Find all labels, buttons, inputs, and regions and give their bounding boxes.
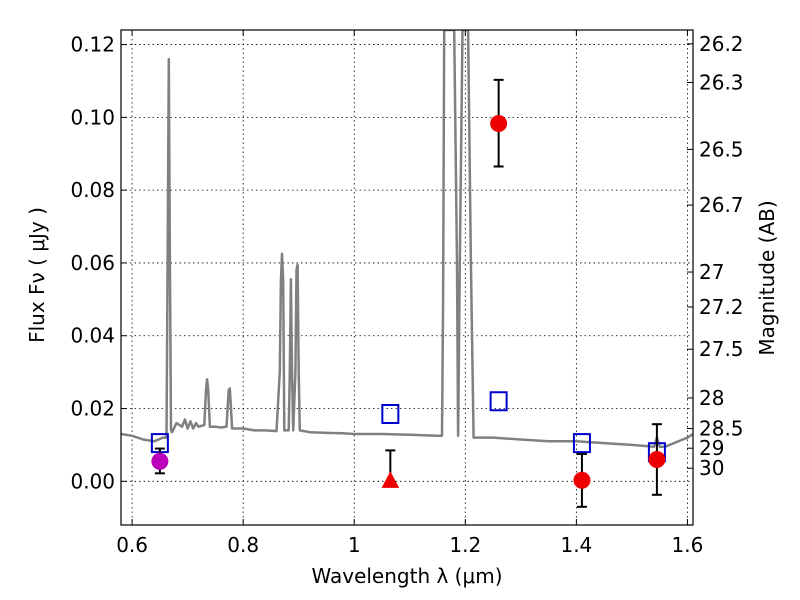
mag-tick-label: 30: [699, 456, 724, 480]
flux-point: [648, 450, 666, 468]
axis-ticks: [121, 30, 693, 525]
mag-tick-label: 26.3: [699, 70, 744, 94]
y-tick-label: 0.06: [70, 251, 115, 275]
y-tick-label: 0.08: [70, 178, 115, 202]
model-flux-square: [489, 391, 508, 412]
y-tick-label: 0.12: [70, 33, 115, 57]
flux-point: [573, 471, 591, 489]
x-tick-label: 1.4: [560, 533, 592, 557]
mag-tick-label: 28: [699, 386, 724, 410]
mag-tick-label: 27.2: [699, 295, 744, 319]
mag-tick-label: 26.7: [699, 193, 744, 217]
x-tick-label: 1.2: [449, 533, 481, 557]
mag-tick-label: 29: [699, 436, 724, 460]
grid-lines: [121, 30, 693, 525]
y-axis-right-label: Magnitude (AB): [755, 200, 779, 355]
flux-point: [490, 115, 508, 133]
mag-tick-label: 27: [699, 260, 724, 284]
x-tick-label: 0.6: [116, 533, 148, 557]
x-axis-label: Wavelength λ (μm): [311, 564, 502, 588]
mag-tick-label: 26.5: [699, 137, 744, 161]
model-flux-square: [381, 403, 400, 424]
axis-tick-labels: 0.6 0.8 1 1.2 1.4 1.6 0.00 0.02 0.04 0.06 0.08 0.10…: [70, 32, 743, 557]
upper-limit-triangle: [381, 471, 400, 488]
y-tick-label: 0.00: [70, 469, 115, 493]
model-flux-square: [572, 433, 591, 454]
plot-frame: [120, 29, 694, 526]
flux-point: [151, 452, 169, 470]
mag-tick-label: 26.2: [699, 32, 744, 56]
x-tick-label: 1: [348, 533, 361, 557]
model-spectrum-line: [121, 30, 693, 448]
x-tick-label: 1.6: [672, 533, 704, 557]
x-tick-label: 0.8: [227, 533, 259, 557]
y-tick-label: 0.10: [70, 105, 115, 129]
plot-area: [121, 30, 693, 508]
mag-tick-label: 27.5: [699, 337, 744, 361]
y-tick-label: 0.04: [70, 324, 115, 348]
y-tick-label: 0.02: [70, 397, 115, 421]
y-axis-label: Flux Fν ( μJy ): [25, 207, 49, 343]
mag-tick-label: 28.5: [699, 417, 744, 441]
